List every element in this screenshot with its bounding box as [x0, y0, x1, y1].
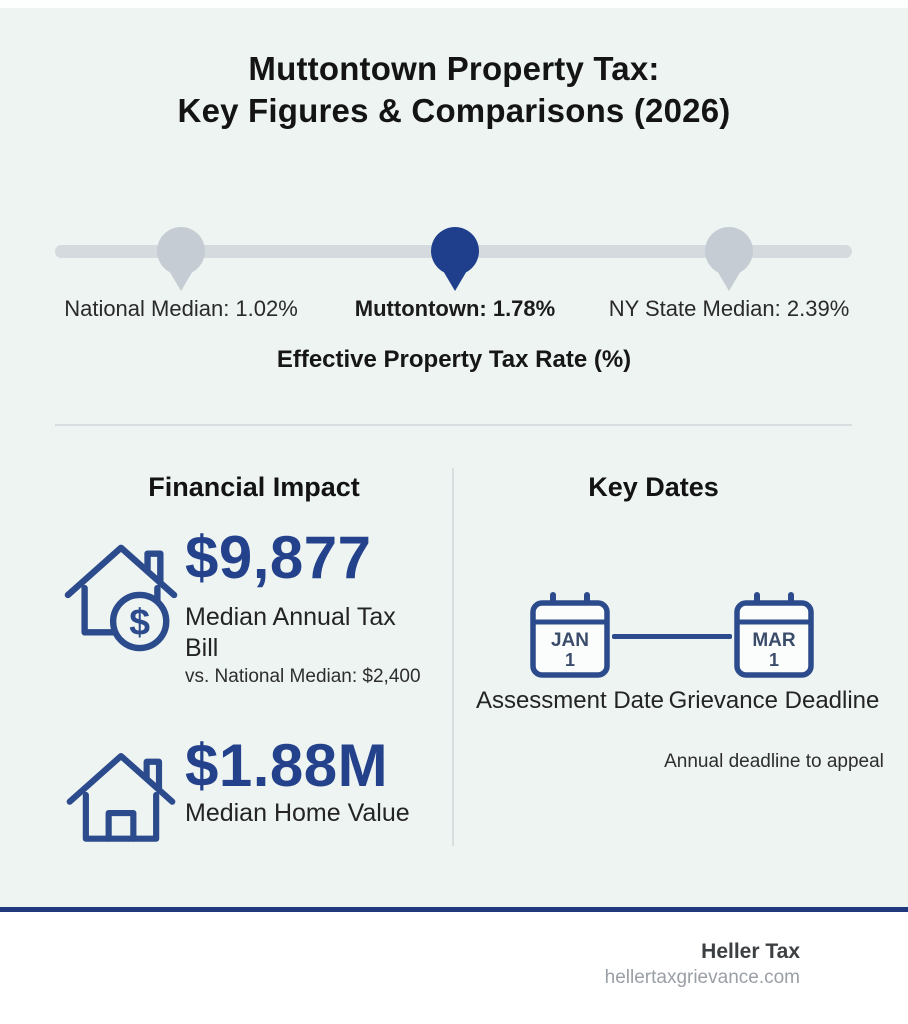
- pin-icon: [705, 227, 753, 291]
- median-home-value-value: $1.88M: [185, 732, 389, 799]
- dollar-sign-glyph: $: [129, 600, 150, 642]
- calendar-month: MAR: [752, 630, 796, 651]
- grievance-deadline-note: Annual deadline to appeal: [664, 751, 884, 772]
- house-icon: [64, 742, 178, 848]
- calendar-icon-jan-1: JAN 1: [528, 590, 612, 682]
- vertical-divider: [452, 468, 454, 846]
- marker-pin-muttontown: [431, 227, 479, 293]
- timeline-connector: [612, 634, 732, 639]
- marker-pin-national-median: [157, 227, 205, 293]
- title-line-1: Muttontown Property Tax:: [248, 50, 660, 87]
- horizontal-divider: [55, 424, 852, 426]
- calendar-day: 1: [565, 650, 575, 670]
- footer-divider-rule: [0, 907, 908, 912]
- marker-pin-ny-state-median: [705, 227, 753, 293]
- financial-impact-heading: Financial Impact: [148, 472, 360, 502]
- calendar-month: JAN: [551, 630, 589, 651]
- label-muttontown: Muttontown: 1.78%: [354, 296, 556, 321]
- national-median-comparison-note: vs. National Median: $2,400: [185, 666, 421, 687]
- brand-name: Heller Tax: [701, 940, 800, 963]
- assessment-date-label: Assessment Date: [475, 687, 665, 714]
- brand-website: hellertaxgrievance.com: [604, 967, 800, 988]
- pin-icon: [157, 227, 205, 291]
- median-annual-tax-bill-value: $9,877: [185, 524, 372, 591]
- key-dates-heading: Key Dates: [588, 472, 719, 502]
- median-home-value-label: Median Home Value: [185, 799, 410, 827]
- pin-icon: [431, 227, 479, 291]
- title-line-2: Key Figures & Comparisons (2026): [177, 92, 731, 129]
- page-title: Muttontown Property Tax: Key Figures & C…: [0, 48, 908, 132]
- median-annual-tax-bill-label: Median Annual Tax Bill: [185, 603, 396, 662]
- grievance-deadline-label: Grievance Deadline: [668, 687, 880, 714]
- top-border: [0, 0, 908, 8]
- calendar-day: 1: [769, 650, 779, 670]
- axis-label: Effective Property Tax Rate (%): [276, 346, 632, 373]
- background-panel: [0, 0, 908, 907]
- calendar-icon-mar-1: MAR 1: [732, 590, 816, 682]
- house-dollar-icon: $: [62, 530, 180, 656]
- label-ny-state-median: NY State Median: 2.39%: [608, 296, 850, 321]
- label-national-median: National Median: 1.02%: [64, 296, 298, 321]
